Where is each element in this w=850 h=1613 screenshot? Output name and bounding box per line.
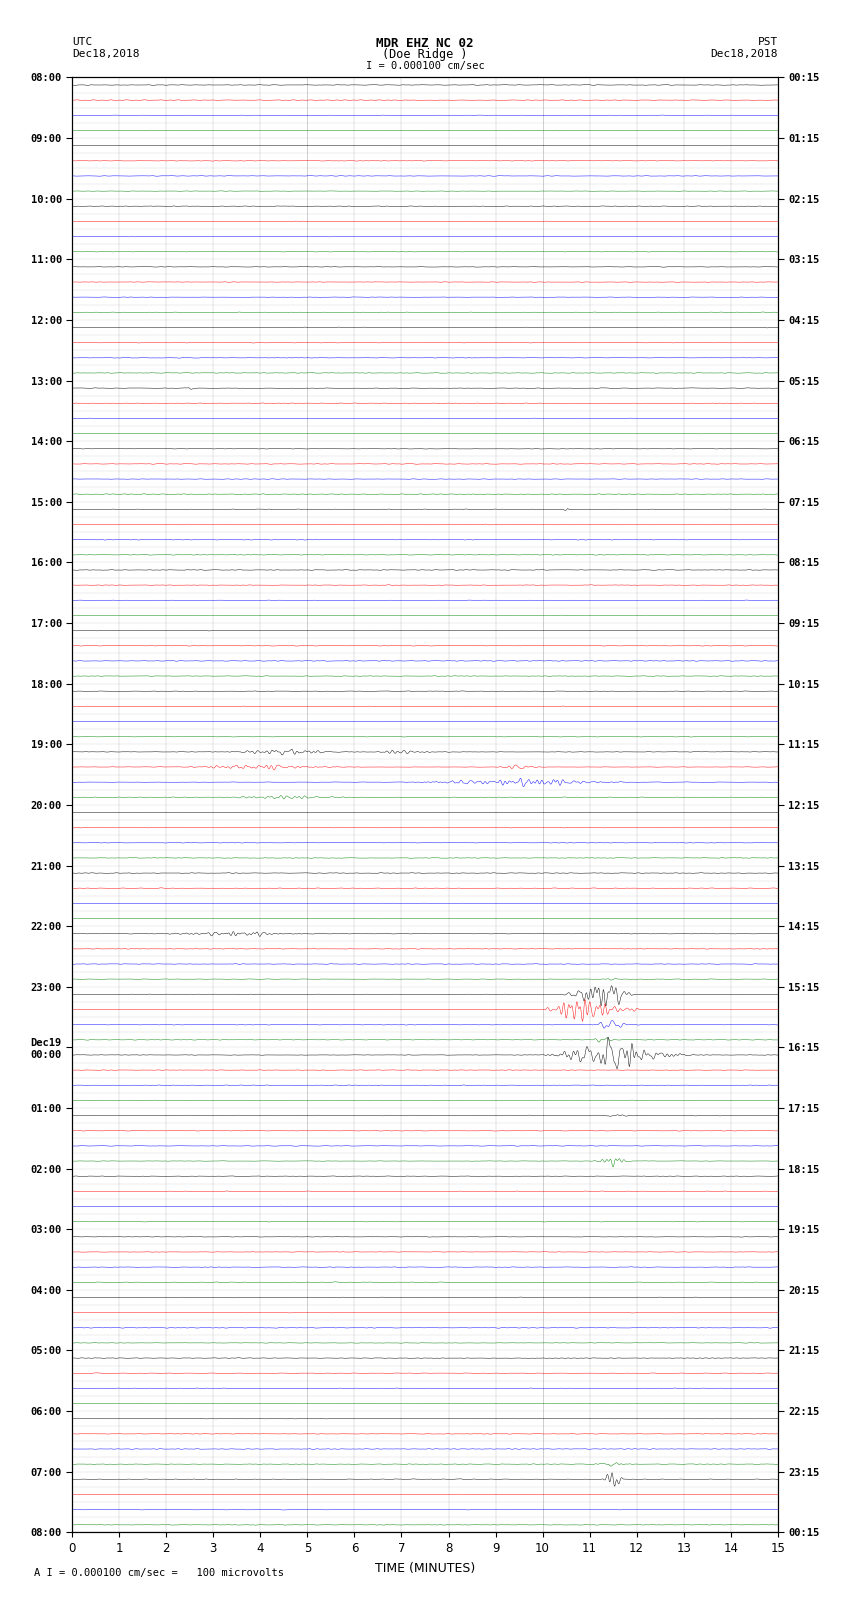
X-axis label: TIME (MINUTES): TIME (MINUTES) [375,1561,475,1574]
Text: A I = 0.000100 cm/sec =   100 microvolts: A I = 0.000100 cm/sec = 100 microvolts [34,1568,284,1578]
Text: PST
Dec18,2018: PST Dec18,2018 [711,37,778,58]
Text: I = 0.000100 cm/sec: I = 0.000100 cm/sec [366,61,484,71]
Text: MDR EHZ NC 02: MDR EHZ NC 02 [377,37,473,50]
Text: UTC
Dec18,2018: UTC Dec18,2018 [72,37,139,58]
Text: (Doe Ridge ): (Doe Ridge ) [382,48,468,61]
